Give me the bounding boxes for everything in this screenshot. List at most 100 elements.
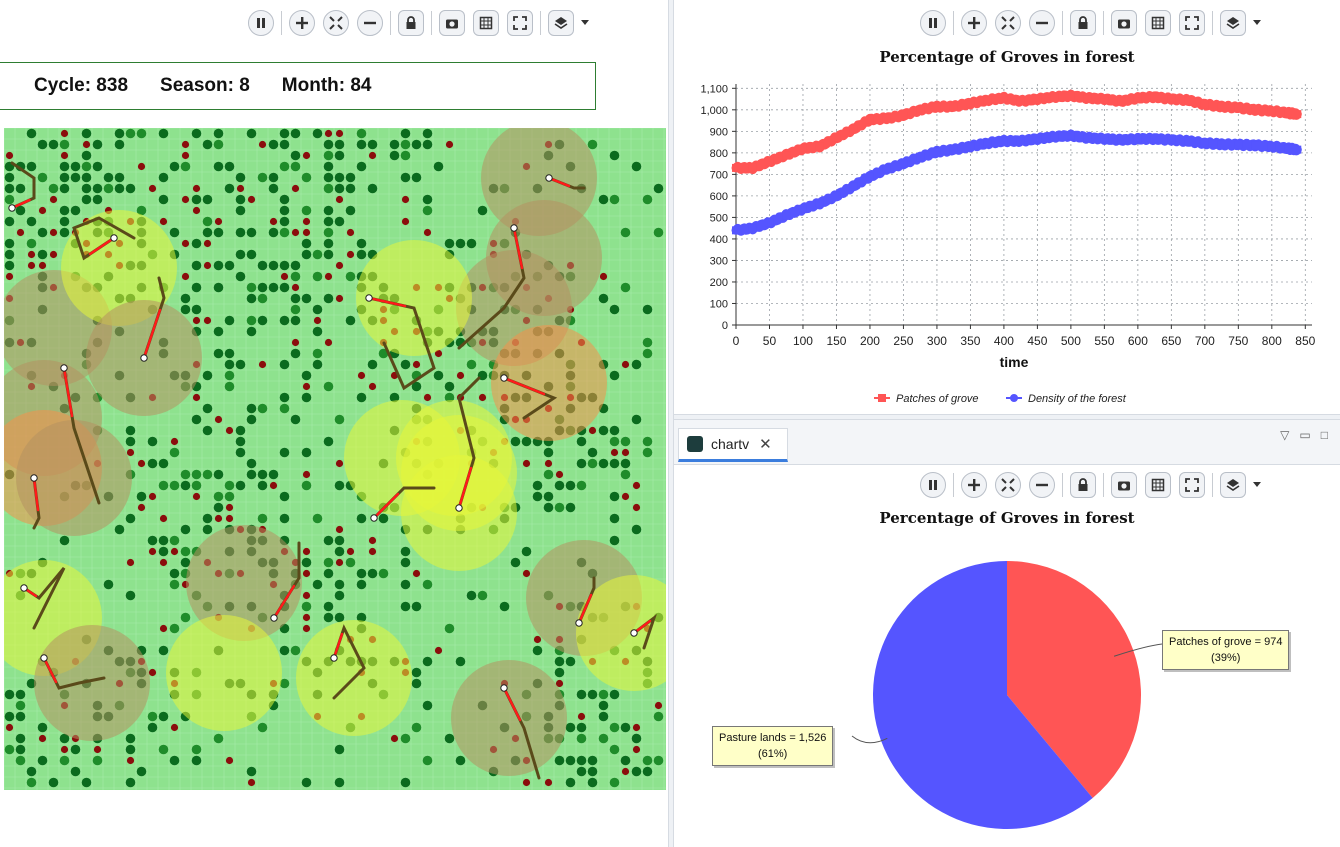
agent-marker[interactable] [500, 684, 508, 692]
agent-marker[interactable] [110, 234, 118, 242]
fit-view-button[interactable] [323, 10, 349, 36]
zoom-in-button[interactable] [961, 10, 987, 36]
line-chart[interactable]: 0 50 100 150 200 250 300 350 400 450 500 550 600 650 7… [674, 70, 1340, 410]
data-point [782, 211, 791, 220]
data-point [1133, 134, 1142, 143]
zoom-out-button[interactable] [1029, 10, 1055, 36]
lock-button[interactable] [1070, 472, 1096, 498]
agent-marker[interactable] [510, 224, 518, 232]
pause-button[interactable] [248, 10, 274, 36]
horizontal-splitter[interactable] [674, 414, 1340, 420]
lock-button[interactable] [398, 10, 424, 36]
data-point [732, 226, 740, 235]
agent-marker[interactable] [500, 374, 508, 382]
snapshot-button[interactable] [439, 10, 465, 36]
grid-button[interactable] [473, 10, 499, 36]
agent-heading [88, 236, 116, 256]
agent-aura [451, 660, 567, 776]
y-tick-label: 500 [710, 212, 728, 224]
agent-marker[interactable] [8, 204, 16, 212]
fullscreen-button[interactable] [1179, 10, 1205, 36]
x-tick-label: 600 [1128, 334, 1148, 348]
fit-view-button[interactable] [995, 10, 1021, 36]
agent-marker[interactable] [60, 364, 68, 372]
view-menu-icon[interactable]: ▽ [1280, 428, 1290, 442]
agent-marker[interactable] [370, 514, 378, 522]
callout-leader-line [851, 735, 888, 744]
agent-heading [512, 226, 524, 270]
simulation-status: Cycle: 838 Season: 8 Month: 84 [0, 62, 596, 110]
close-icon[interactable]: ✕ [759, 436, 772, 453]
toolbar-separator [281, 11, 282, 35]
agent-marker[interactable] [630, 629, 638, 637]
layers-button[interactable] [1220, 472, 1246, 498]
data-point [815, 199, 824, 208]
simulation-panel: Cycle: 838 Season: 8 Month: 84 [0, 0, 668, 847]
pause-button[interactable] [920, 472, 946, 498]
agent-marker[interactable] [545, 174, 553, 182]
simulation-toolbar [244, 6, 590, 40]
fit-view-icon [1001, 478, 1015, 492]
pie-slice[interactable] [873, 561, 1093, 829]
agent-marker[interactable] [365, 294, 373, 302]
lock-icon [1078, 16, 1088, 29]
data-point [1284, 109, 1293, 118]
layers-button[interactable] [548, 10, 574, 36]
layers-dropdown[interactable] [1252, 472, 1262, 498]
zoom-out-icon [1036, 483, 1048, 487]
agent-marker[interactable] [20, 584, 28, 592]
data-point [1083, 133, 1092, 142]
grid-button[interactable] [1145, 472, 1171, 498]
lock-button[interactable] [1070, 10, 1096, 36]
y-tick-label: 400 [710, 234, 728, 246]
agent-marker[interactable] [270, 614, 278, 622]
zoom-in-button[interactable] [961, 472, 987, 498]
grid-button[interactable] [1145, 10, 1171, 36]
maximize-icon[interactable]: □ [1320, 428, 1328, 442]
x-tick-label: 250 [893, 334, 913, 348]
layers-dropdown[interactable] [580, 10, 590, 36]
zoom-out-button[interactable] [357, 10, 383, 36]
layers-icon [1226, 17, 1240, 29]
zoom-in-button[interactable] [289, 10, 315, 36]
callout-grove-value: Patches of grove = 974 [1169, 636, 1283, 648]
minimize-icon[interactable]: ▭ [1299, 428, 1311, 442]
cycle-label: Cycle: 838 [34, 75, 129, 96]
data-point [983, 139, 992, 148]
data-point [732, 163, 740, 172]
agent-heading [502, 686, 522, 722]
data-point [932, 102, 941, 111]
agent-marker[interactable] [455, 504, 463, 512]
zoom-in-icon [968, 479, 980, 491]
fullscreen-button[interactable] [1179, 472, 1205, 498]
pie-slice[interactable] [1007, 561, 1141, 799]
agent-heading [32, 476, 40, 512]
line-chart-toolbar [916, 6, 1262, 40]
snapshot-button[interactable] [1111, 472, 1137, 498]
agent-marker[interactable] [575, 619, 583, 627]
data-point [1150, 134, 1159, 143]
fullscreen-button[interactable] [507, 10, 533, 36]
pie-chart[interactable] [674, 540, 1340, 847]
tab-label: chartv [711, 436, 750, 452]
data-point [966, 99, 975, 108]
toolbar-separator [953, 11, 954, 35]
layers-button[interactable] [1220, 10, 1246, 36]
data-point [932, 147, 941, 156]
layers-dropdown[interactable] [1252, 10, 1262, 36]
agent-marker[interactable] [30, 474, 38, 482]
agent-marker[interactable] [330, 654, 338, 662]
data-point [849, 182, 858, 191]
pause-button[interactable] [920, 10, 946, 36]
agent-marker[interactable] [40, 654, 48, 662]
simulation-map[interactable] [4, 128, 666, 790]
snapshot-button[interactable] [1111, 10, 1137, 36]
agent-heading [372, 492, 400, 520]
pie-chart-panel: chartv ✕ ▽ ▭ □ Percentage of Groves in f… [674, 420, 1340, 847]
agent-marker[interactable] [140, 354, 148, 362]
tab-chartv[interactable]: chartv ✕ [678, 428, 788, 462]
vertical-splitter[interactable] [668, 0, 674, 847]
fit-view-button[interactable] [995, 472, 1021, 498]
zoom-out-button[interactable] [1029, 472, 1055, 498]
data-point [1150, 92, 1159, 101]
